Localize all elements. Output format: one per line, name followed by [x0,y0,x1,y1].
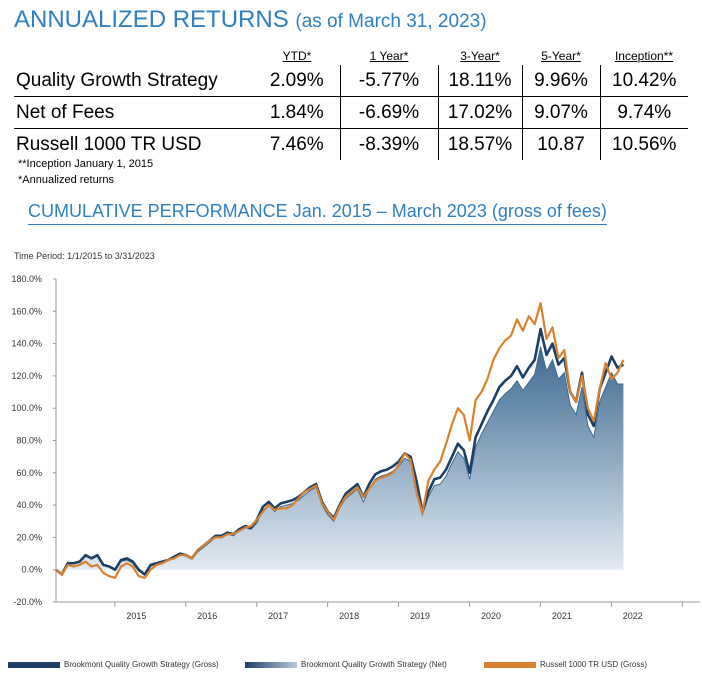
row-net-of-fees: Net of Fees 1.84% -6.69% 17.02% 9.07% 9.… [14,96,688,129]
cell-inception: 10.56% [599,128,688,160]
y-axis: -20.0% 0.0% 20.0% 40.0% 60.0% 80.0% 100.0% 120.… [11,274,57,607]
x-tick-label: 2022 [623,611,643,621]
legend-item-net: Brookmont Quality Growth Strategy (Net) [245,660,447,669]
returns-header-row: YTD* 1 Year* 3-Year* 5-Year* Inception** [14,49,688,65]
plot-area [55,302,625,579]
legend-label-net: Brookmont Quality Growth Strategy (Net) [301,660,447,669]
series-russell-line [55,302,625,579]
row-name: Russell 1000 TR USD [16,133,202,155]
legend-swatch-russell [484,661,536,668]
cumulative-performance-heading: CUMULATIVE PERFORMANCE Jan. 2015 – March… [28,201,607,225]
legend-label-gross: Brookmont Quality Growth Strategy (Gross… [64,660,219,669]
cell-5yr: 9.96% [521,65,600,97]
y-tick-label: 160.0% [11,306,42,316]
cell-1yr: -6.69% [339,96,438,129]
y-tick-label: 100.0% [11,403,42,413]
col-5yr: 5-Year* [541,49,581,63]
x-tick-label: 2021 [552,611,572,621]
footnote-inception: **Inception January 1, 2015 [18,158,154,170]
row-name: Quality Growth Strategy [14,65,254,97]
cell-3yr: 17.02% [437,96,522,129]
cell-3yr: 18.57% [437,128,522,160]
annualized-returns-heading: ANNUALIZED RETURNS (as of March 31, 2023… [14,6,487,34]
y-tick-label: 120.0% [11,371,42,381]
y-tick-label: 80.0% [16,436,42,446]
cell-1yr: -8.39% [339,128,438,160]
x-tick-label: 2015 [126,611,146,621]
series-net-area [56,346,624,575]
heading-subtitle: (as of March 31, 2023) [295,11,487,32]
x-tick-label: 2019 [410,611,430,621]
col-ytd: YTD* [282,49,312,63]
y-tick-label: -20.0% [13,597,42,607]
legend-item-gross: Brookmont Quality Growth Strategy (Gross… [8,660,219,669]
cell-ytd: 2.09% [254,65,340,97]
cell-inception: 9.74% [599,96,688,129]
y-tick-label: 140.0% [11,339,42,349]
row-name: Net of Fees [14,96,254,129]
cell-inception: 10.42% [599,65,688,97]
legend-swatch-gross [8,661,60,668]
cell-5yr: 9.07% [521,96,600,129]
cell-1yr: -5.77% [339,65,438,97]
col-3yr: 3-Year* [460,49,500,63]
y-tick-label: 60.0% [16,468,42,478]
y-tick-label: 0.0% [21,565,42,575]
legend-swatch-net [245,661,297,668]
col-inception: Inception** [614,49,674,63]
legend-item-russell: Russell 1000 TR USD (Gross) [484,660,647,669]
legend-label-russell: Russell 1000 TR USD (Gross) [540,660,647,669]
col-1yr: 1 Year* [369,49,409,63]
y-tick-label: 180.0% [11,274,42,284]
time-period-label: Time Period: 1/1/2015 to 3/31/2023 [14,251,155,261]
heading-title: ANNUALIZED RETURNS [14,6,289,33]
x-tick-label: 2018 [339,611,359,621]
header-blank [14,49,254,65]
row-russell-1000: Russell 1000 TR USD 7.46% -8.39% 18.57% … [14,128,688,160]
cumulative-performance-chart: -20.0% 0.0% 20.0% 40.0% 60.0% 80.0% 100.0% 120.… [11,274,700,621]
footnote-annualized: *Annualized returns [18,174,115,186]
cell-5yr: 10.87 [521,128,600,160]
cell-ytd: 7.46% [269,133,324,155]
x-tick-label: 2017 [268,611,288,621]
row-quality-growth: Quality Growth Strategy 2.09% -5.77% 18.… [14,65,688,97]
x-tick-label: 2020 [481,611,501,621]
cell-3yr: 18.11% [437,65,522,97]
cell-ytd: 1.84% [254,96,340,129]
y-tick-label: 20.0% [16,532,42,542]
y-tick-label: 40.0% [16,500,42,510]
x-tick-label: 2016 [197,611,217,621]
returns-table: YTD* 1 Year* 3-Year* 5-Year* Inception**… [14,49,688,160]
x-axis: 2015 2016 2017 2018 2019 2020 2021 2022 [56,601,700,621]
